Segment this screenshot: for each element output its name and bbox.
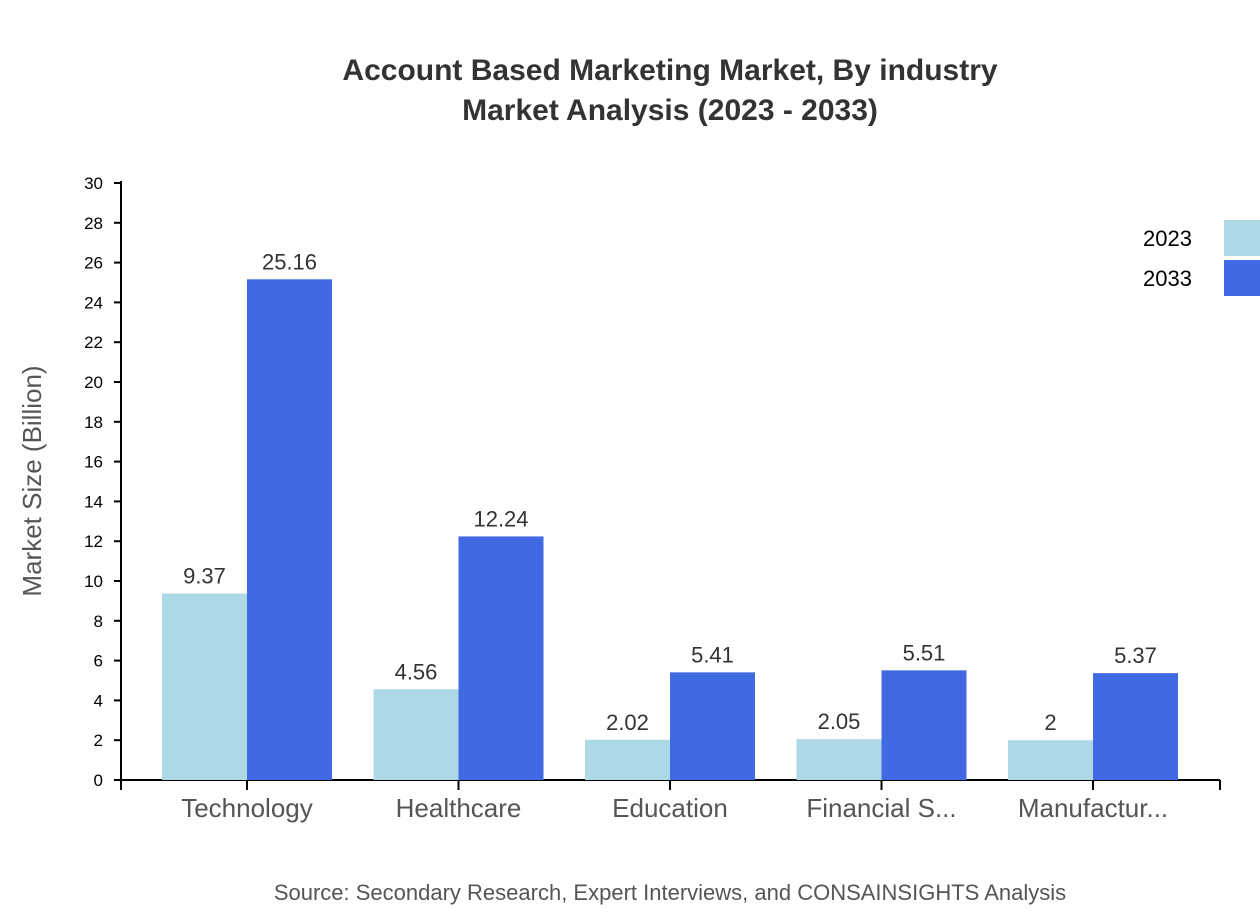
x-tick-label: Financial S... [806,793,956,823]
y-tick-label: 18 [84,413,103,432]
bar-2033 [247,279,332,780]
legend-swatch [1224,260,1260,296]
bars: 9.37 25.16 4.56 12.24 2.02 5.41 2.05 5.51 2 5.37 [162,249,1178,780]
bar-2033 [670,672,755,780]
legend-swatch [1224,220,1260,256]
y-axis-label: Market Size (Billion) [17,365,47,596]
y-tick-label: 4 [94,691,103,710]
y-tick-label: 10 [84,572,103,591]
data-label: 9.37 [183,564,226,589]
y-tick-label: 2 [94,731,103,750]
data-label: 4.56 [395,659,438,684]
x-axis: Technology Healthcare Education Financial S… [120,779,1221,823]
data-label: 5.51 [903,640,946,665]
bar-2033 [881,670,967,780]
y-tick-label: 26 [84,254,103,273]
x-tick-label: Healthcare [396,793,522,823]
data-label: 12.24 [473,506,528,531]
chart-title: Account Based Marketing Market, By indus… [342,54,997,87]
data-label: 5.41 [691,642,734,667]
x-tick-label: Education [612,793,728,823]
bar-2023 [585,739,670,780]
y-tick-label: 22 [84,333,103,352]
y-tick-label: 16 [84,453,103,472]
data-label: 5.37 [1114,643,1157,668]
y-tick-label: 24 [84,293,103,312]
data-label: 2 [1044,710,1056,735]
x-tick-label: Manufactur... [1018,793,1168,823]
data-label: 2.02 [606,710,649,735]
legend-label: 2033 [1143,266,1192,291]
chart-subtitle: Market Analysis (2023 - 2033) [462,94,878,127]
legend: 2023 2033 [1143,220,1260,296]
legend-label: 2023 [1143,226,1192,251]
bar-2023 [373,689,459,780]
bar-2023 [1008,740,1093,780]
y-tick-label: 30 [84,174,103,193]
bar-2023 [796,739,882,780]
bar-2023 [162,593,247,780]
y-tick-label: 28 [84,214,103,233]
y-tick-label: 6 [94,652,103,671]
bar-2033 [458,536,544,780]
y-tick-label: 12 [84,532,103,551]
x-tick-label: Technology [181,793,313,823]
y-tick-label: 8 [94,612,103,631]
data-label: 25.16 [262,249,317,274]
y-tick-label: 14 [84,492,103,511]
data-label: 2.05 [818,709,861,734]
source-note: Source: Secondary Research, Expert Inter… [274,880,1066,905]
y-tick-label: 0 [94,771,103,790]
y-tick-label: 20 [84,373,103,392]
bar-2033 [1093,673,1178,780]
